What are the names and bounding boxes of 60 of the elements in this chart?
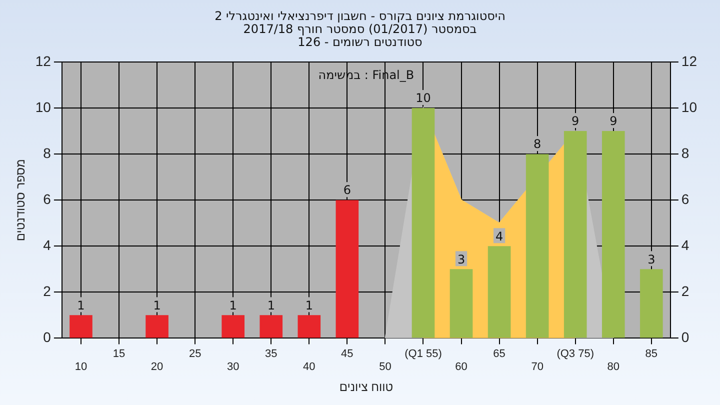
data-label: 8 [534,137,542,152]
bar [564,131,587,338]
x-tick-label: 25 [188,348,202,360]
x-tick-label: 40 [303,361,316,374]
data-label: 1 [229,298,237,312]
bar [146,315,168,338]
data-label: 1 [305,298,313,312]
x-tick-label: 10 [74,361,88,374]
x-tick-label: 80 [607,361,620,374]
bar [70,315,92,338]
bar [602,131,625,338]
data-label: 3 [648,252,656,266]
bar [298,315,321,338]
x-tick-label: 45 [341,348,354,360]
bar [222,315,245,338]
y-axis-title: מספר סטודנטים [14,159,28,242]
data-label: 6 [343,183,352,198]
x-tick-label: 30 [226,361,240,374]
y2-tick-label: 4 [681,236,690,253]
chart-title: היסטוגרמת ציונים בקורס - חשבון דיפרנציאלי ואינטגרלי 2 [214,9,506,23]
data-label: 1 [77,298,85,312]
x-tick-label: 85 [645,348,658,360]
bar [336,200,359,338]
bar [260,315,283,338]
bar [412,108,435,338]
x-tick-label: 70 [531,361,544,374]
data-label: 9 [572,114,580,128]
bar [488,246,511,338]
data-label: 1 [267,298,275,312]
x-tick-label: 65 [493,348,506,360]
y-tick-label: 2 [43,283,52,300]
y2-tick-label: 0 [681,329,690,346]
bar [450,269,473,338]
y-tick-label: 8 [43,144,52,161]
data-label: 10 [416,91,431,106]
data-label: 9 [610,114,618,128]
x-tick-label: 60 [455,361,468,374]
y-tick-label: 10 [35,98,52,115]
data-label: 1 [153,298,161,312]
bar [640,269,663,338]
y-tick-label: 4 [43,236,52,253]
y2-tick-label: 12 [681,52,698,69]
chart-subtitle: בסמסטר (01/2017) סמסטר חורף 2017/18 סטודנטים רשומים - 126 [242,22,478,49]
x-tick-label: 15 [112,348,126,360]
x-tick-label: 20 [150,361,164,374]
x-tick-label: (Q3 75) [556,348,594,360]
x-tick-label: 35 [265,348,278,360]
data-label: 3 [457,252,466,266]
y2-tick-label: 6 [681,190,690,207]
x-tick-label: 50 [379,361,392,374]
x-tick-label: (Q1 55) [404,348,442,360]
y2-tick-label: 10 [681,98,698,115]
y-tick-label: 0 [43,329,52,346]
y-tick-label: 12 [35,52,52,69]
y2-tick-label: 8 [681,144,690,161]
y2-tick-label: 2 [681,283,690,300]
data-label: 4 [495,229,504,244]
x-axis-title: טווח ציונים [339,380,394,394]
bar [526,154,549,338]
y-tick-label: 6 [43,190,52,207]
